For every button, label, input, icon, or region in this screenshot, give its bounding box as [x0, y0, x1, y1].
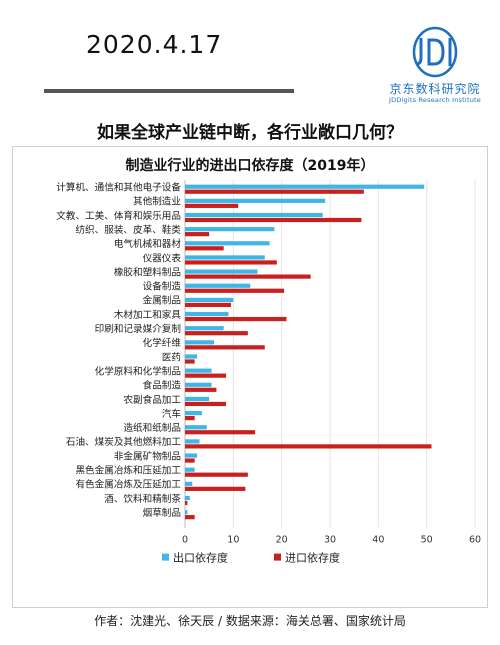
headline: 如果全球产业链中断，各行业敞口几何？ — [97, 123, 403, 143]
category-label: 医药 — [162, 352, 182, 363]
export-bar — [185, 495, 190, 501]
legend-label-export: 出口依存度 — [173, 551, 228, 565]
import-bar — [185, 302, 231, 307]
export-bar — [185, 326, 224, 331]
legend-swatch-export — [162, 553, 169, 561]
x-tick-label: 20 — [276, 535, 288, 546]
export-bar — [185, 227, 275, 232]
export-bar — [185, 467, 195, 472]
export-bar — [185, 255, 265, 260]
export-bar — [185, 198, 326, 203]
import-bar — [185, 500, 188, 506]
category-label: 计算机、通信和其他电子设备 — [56, 182, 181, 194]
trade-dependence-chart: 制造业行业的进出口依存度（2019年） 0 10 20 30 40 50 60 计算机、通信和其… — [56, 157, 481, 565]
export-bar — [185, 368, 212, 373]
category-label: 橡胶和塑料制品 — [114, 266, 181, 278]
category-label: 农副食品加工 — [123, 394, 181, 406]
export-bar — [185, 340, 214, 345]
category-label: 石油、煤炭及其他燃料加工 — [66, 436, 182, 448]
import-bar — [185, 203, 239, 208]
export-bar — [185, 241, 270, 246]
import-bar — [185, 316, 287, 322]
jd-logo-icon — [412, 26, 458, 78]
export-bar — [185, 269, 258, 274]
import-bar — [185, 486, 246, 491]
category-label: 造纸和纸制品 — [123, 422, 181, 434]
category-label: 仪器仪表 — [143, 252, 182, 264]
export-bar — [185, 453, 198, 458]
category-label: 木材加工和家具 — [114, 309, 182, 321]
logo-text-en: JDDigits Research Institute — [389, 96, 481, 104]
export-bar — [185, 439, 200, 444]
category-label: 其他制造业 — [133, 196, 181, 208]
logo-text-cn: 京东数科研究院 — [389, 82, 481, 96]
import-bar — [185, 472, 248, 477]
export-bar — [185, 425, 207, 430]
category-label: 酒、饮料和精制茶 — [104, 493, 181, 505]
import-bar — [185, 274, 311, 279]
export-bar — [185, 354, 198, 359]
import-bar — [185, 387, 217, 392]
x-tick-label: 40 — [372, 535, 384, 546]
category-label: 黑色金属冶炼和压延加工 — [75, 465, 181, 477]
category-label: 食品制造 — [143, 380, 182, 392]
import-bar — [185, 288, 285, 293]
category-label: 非金属矿物制品 — [114, 450, 181, 462]
import-bar — [185, 373, 227, 378]
category-label: 设备制造 — [143, 281, 182, 293]
export-bar — [185, 481, 193, 486]
import-bar — [185, 189, 364, 194]
x-tick-label: 60 — [469, 535, 481, 546]
category-label: 化学纤维 — [143, 337, 182, 349]
x-tick-label: 0 — [182, 535, 188, 546]
import-bar — [185, 416, 195, 421]
date-underline-divider — [44, 89, 294, 93]
category-label: 电气机械和器材 — [114, 238, 182, 250]
import-bar — [185, 260, 277, 265]
chart-frame — [12, 146, 488, 608]
category-label: 烟草制品 — [143, 507, 181, 519]
export-bar — [185, 311, 229, 317]
legend-swatch-import — [274, 553, 281, 561]
import-bar — [185, 430, 256, 435]
category-label: 纺织、服装、皮革、鞋类 — [75, 224, 181, 236]
import-bar — [185, 444, 432, 449]
x-tick-label: 30 — [324, 535, 336, 546]
category-label: 印刷和记录媒介复制 — [95, 323, 181, 335]
export-bar — [185, 396, 210, 402]
export-bar — [185, 411, 202, 416]
export-bar — [185, 283, 251, 288]
import-bar — [185, 401, 227, 407]
category-label: 金属制品 — [143, 295, 181, 307]
export-bar — [185, 184, 425, 189]
category-label: 有色金属冶炼及压延加工 — [75, 479, 181, 491]
import-bar — [185, 331, 248, 336]
legend-label-import: 进口依存度 — [285, 551, 340, 565]
export-bar — [185, 212, 323, 218]
export-bar — [185, 510, 188, 515]
export-bar — [185, 297, 234, 302]
import-bar — [185, 232, 210, 237]
import-bar — [185, 246, 224, 251]
report-date: 2020.4.17 — [86, 30, 223, 59]
footer-credit: 作者：沈建光、徐天辰 / 数据来源：海关总署、国家统计局 — [94, 614, 406, 628]
category-label: 文教、工美、体育和娱乐用品 — [56, 210, 181, 222]
export-bar — [185, 382, 212, 387]
import-bar — [185, 515, 195, 520]
category-label: 汽车 — [162, 408, 182, 420]
import-bar — [185, 458, 195, 463]
category-label: 化学原料和化学制品 — [95, 365, 181, 377]
import-bar — [185, 345, 265, 350]
import-bar — [185, 217, 362, 223]
x-tick-label: 10 — [227, 535, 239, 546]
x-tick-label: 50 — [421, 535, 433, 546]
import-bar — [185, 359, 195, 364]
chart-title: 制造业行业的进出口依存度（2019年） — [126, 157, 375, 174]
